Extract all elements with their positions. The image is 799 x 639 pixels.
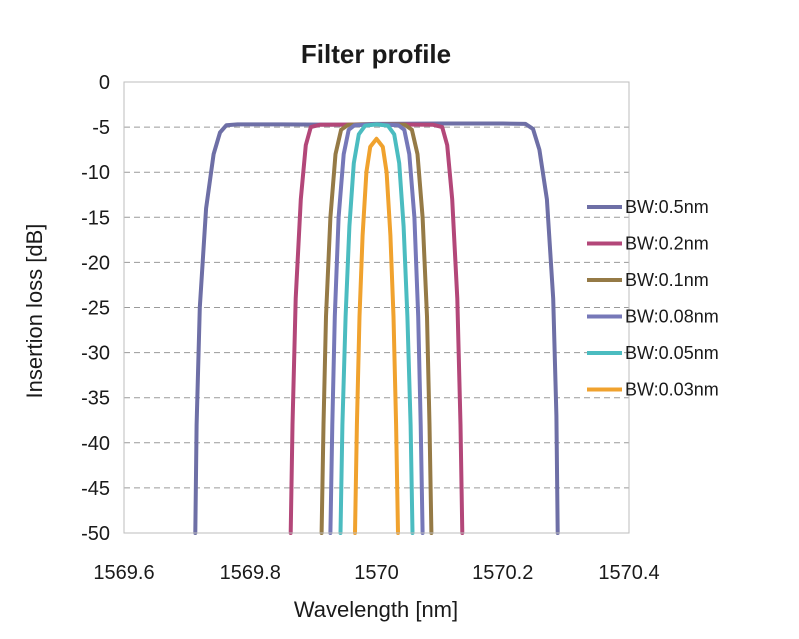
y-tick-label: -35 <box>81 388 110 410</box>
legend: BW:0.5nm BW:0.2nm BW:0.1nm BW:0.08nm BW:0.05… <box>587 197 719 400</box>
y-axis-title: Insertion loss [dB] <box>22 224 47 399</box>
y-tick-label: -50 <box>81 523 110 545</box>
legend-label: BW:0.2nm <box>625 234 709 254</box>
legend-label: BW:0.08nm <box>625 307 719 327</box>
series-line-2 <box>319 122 434 535</box>
y-tick-label: -20 <box>81 252 110 274</box>
legend-label: BW:0.1nm <box>625 270 709 290</box>
x-tick-label: 1569.8 <box>220 562 281 584</box>
y-tick-label: -5 <box>92 117 110 139</box>
gridlines <box>124 81 629 489</box>
plot-frame <box>123 81 630 534</box>
y-tick-label: -15 <box>81 207 110 229</box>
series-lines <box>193 121 560 535</box>
chart-title: Filter profile <box>301 39 451 69</box>
y-tick-label: -10 <box>81 162 110 184</box>
series-line-0 <box>193 121 560 535</box>
y-tick-label: -40 <box>81 433 110 455</box>
legend-label: BW:0.5nm <box>625 197 709 217</box>
y-tick-labels: 0 -5 -10 -15 -20 -25 -30 -35 -40 -45 -50 <box>81 72 110 545</box>
series-line-5 <box>353 136 400 535</box>
x-tick-label: 1570.2 <box>472 562 533 584</box>
y-tick-label: -25 <box>81 298 110 320</box>
legend-label: BW:0.05nm <box>625 343 719 363</box>
x-axis-title: Wavelength [nm] <box>294 597 458 622</box>
series-line-4 <box>338 122 415 535</box>
x-tick-label: 1570.4 <box>598 562 659 584</box>
y-tick-label: -30 <box>81 343 110 365</box>
series-line-1 <box>288 122 465 535</box>
y-tick-label: 0 <box>99 72 110 94</box>
x-tick-labels: 1569.6 1569.8 1570 1570.2 1570.4 <box>93 562 659 584</box>
legend-label: BW:0.03nm <box>625 380 719 400</box>
y-tick-label: -45 <box>81 478 110 500</box>
x-tick-label: 1570 <box>354 562 399 584</box>
x-tick-label: 1569.6 <box>93 562 154 584</box>
